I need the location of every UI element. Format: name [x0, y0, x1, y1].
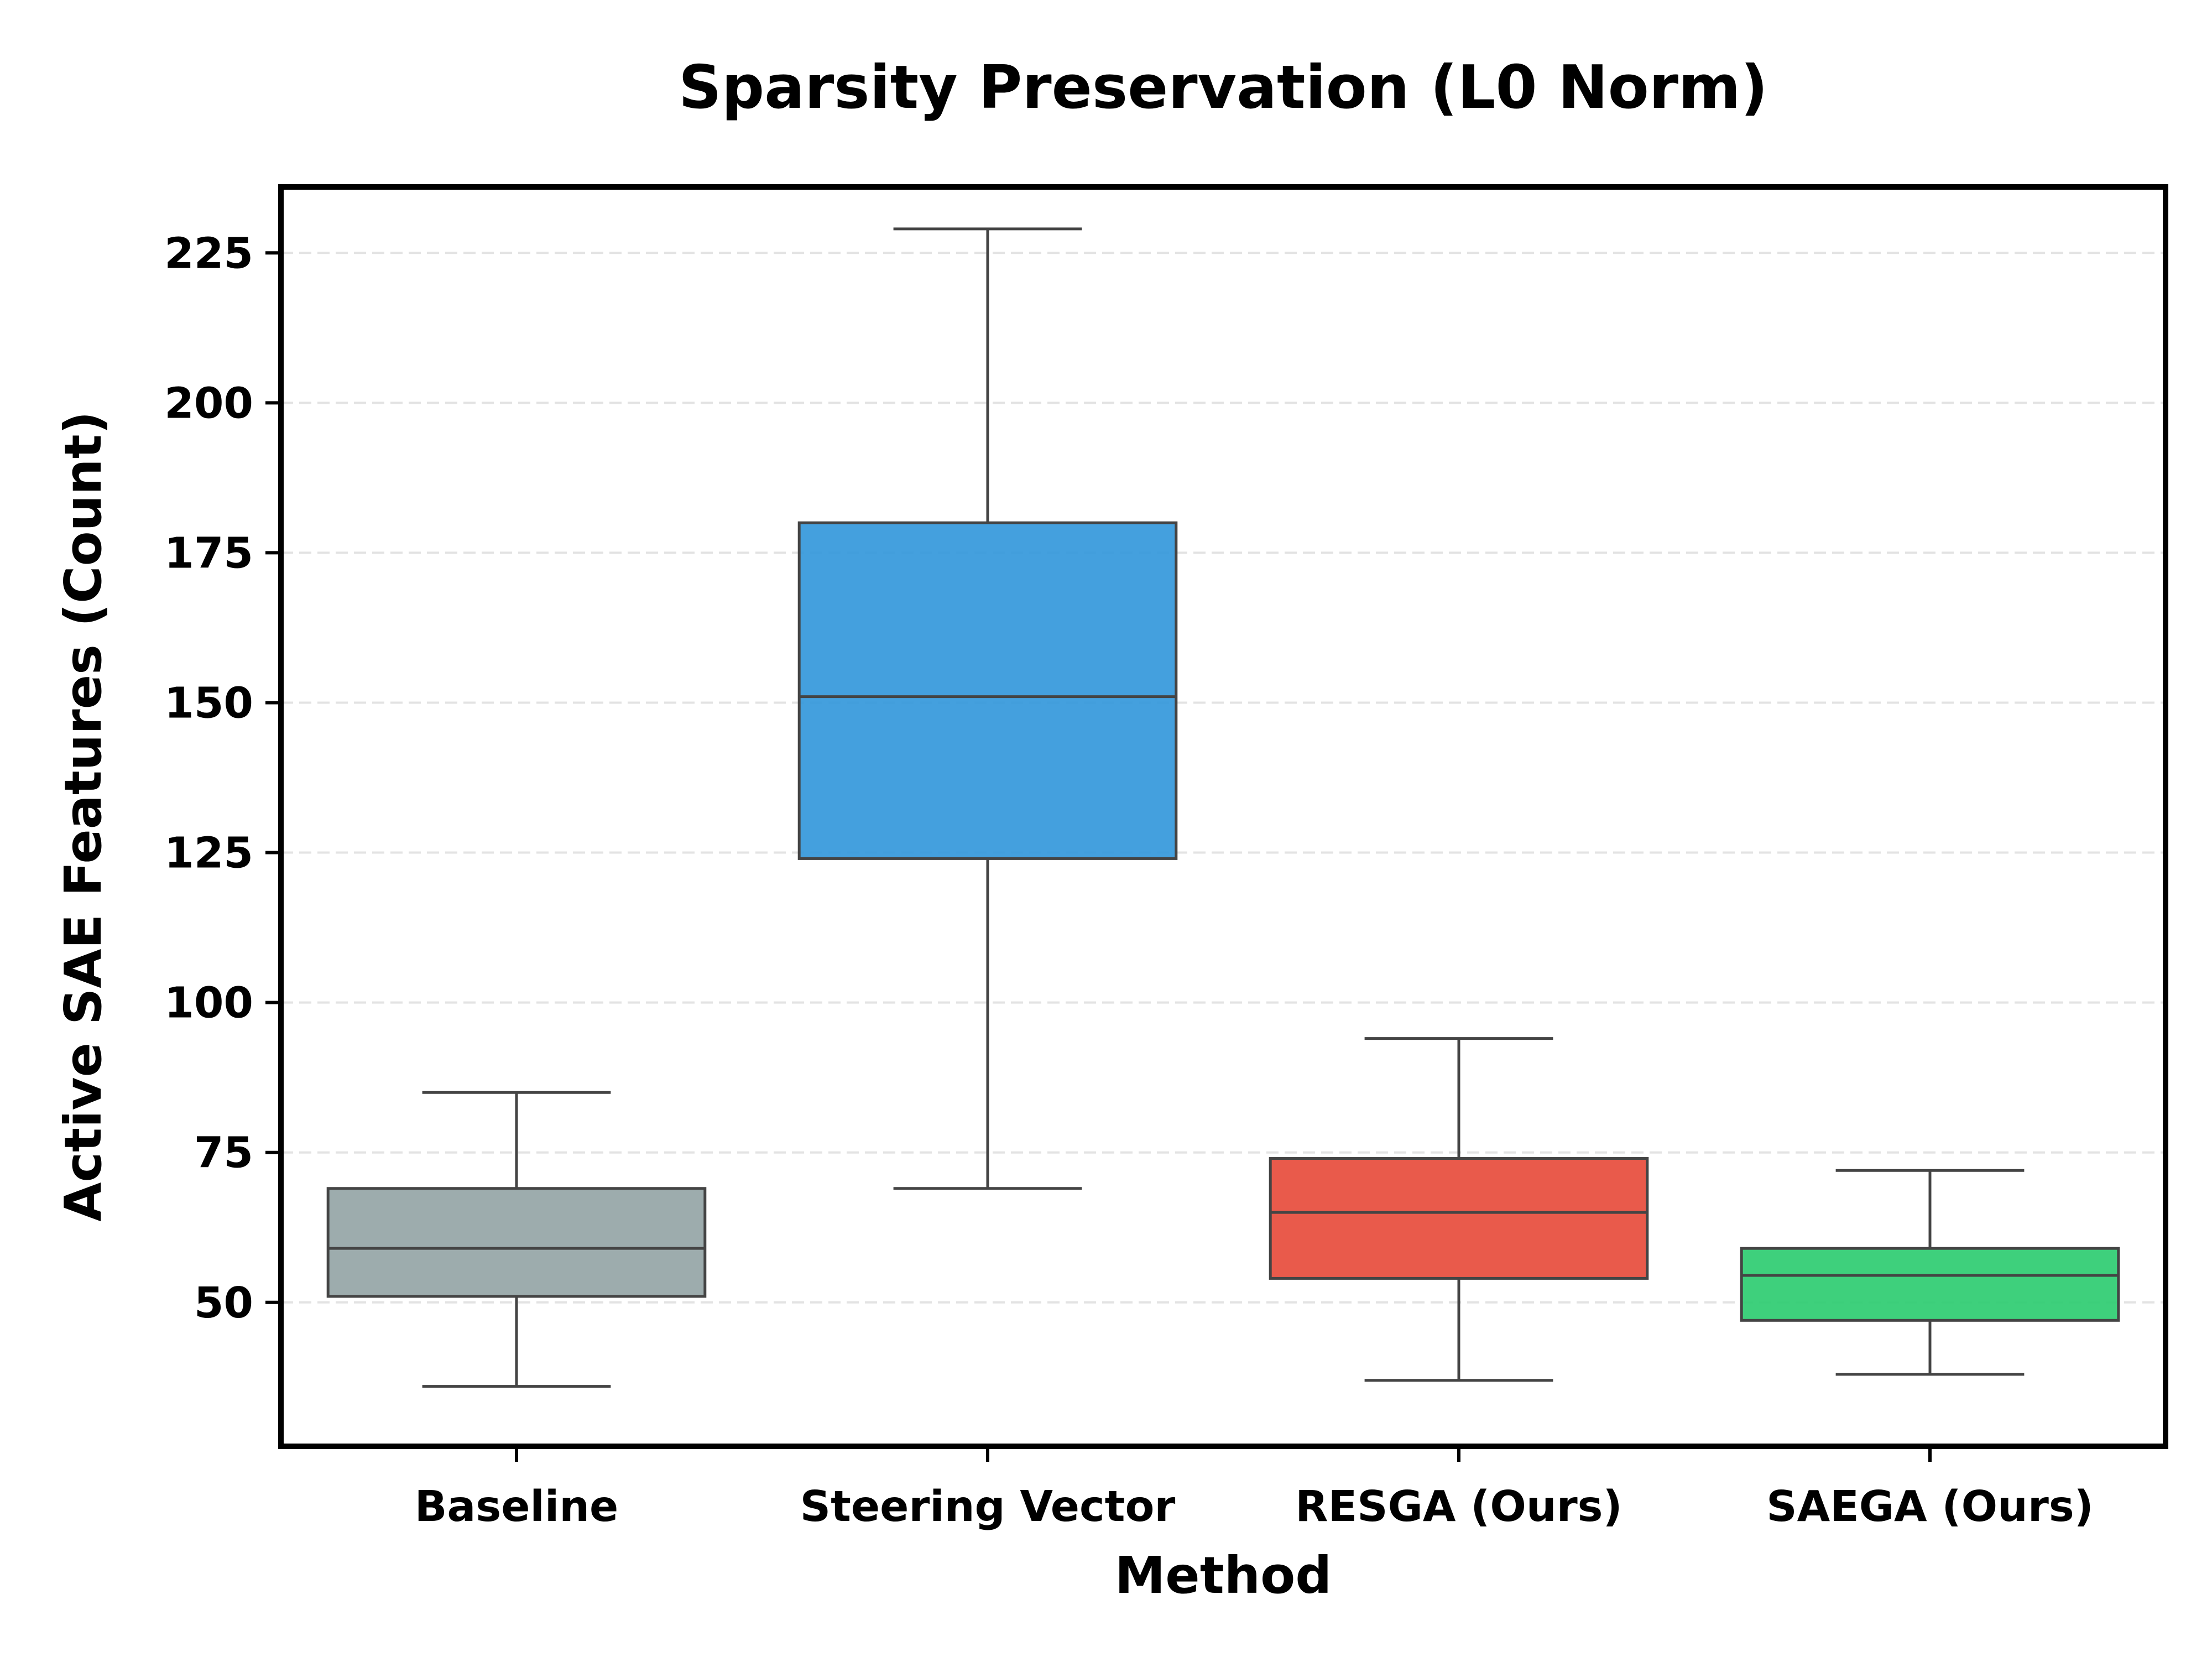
plot-frame	[278, 184, 2168, 1449]
y-tick-label-125: 125	[164, 829, 253, 878]
x-tick-label-resga-ours: RESGA (Ours)	[1295, 1482, 1622, 1531]
x-tick-label-saega-ours: SAEGA (Ours)	[1766, 1482, 2094, 1531]
box-steering-vector	[797, 521, 1178, 860]
box-saega-ours	[1740, 1247, 2120, 1322]
tick-layer: 50 75 100 125 150 175 200 225 Baseline Steering V…	[164, 229, 2094, 1531]
y-tick-label-225: 225	[164, 229, 253, 278]
box-layer	[326, 227, 2120, 1388]
y-axis-label: Active SAE Features (Count)	[54, 411, 113, 1221]
y-tick-label-75: 75	[194, 1129, 253, 1178]
y-tick-label-175: 175	[164, 529, 253, 578]
y-tick-label-50: 50	[194, 1279, 253, 1328]
box-baseline	[326, 1187, 707, 1298]
y-tick-label-100: 100	[164, 979, 253, 1028]
chart-title: Sparsity Preservation (L0 Norm)	[679, 53, 1768, 122]
y-tick-label-150: 150	[164, 679, 253, 728]
grid-layer	[281, 252, 2166, 1304]
x-tick-label-baseline: Baseline	[415, 1482, 619, 1531]
y-tick-label-200: 200	[164, 379, 253, 428]
x-tick-label-steering-vector: Steering Vector	[800, 1482, 1176, 1531]
x-axis-label: Method	[1115, 1546, 1332, 1605]
box-resga-ours	[1269, 1157, 1649, 1280]
